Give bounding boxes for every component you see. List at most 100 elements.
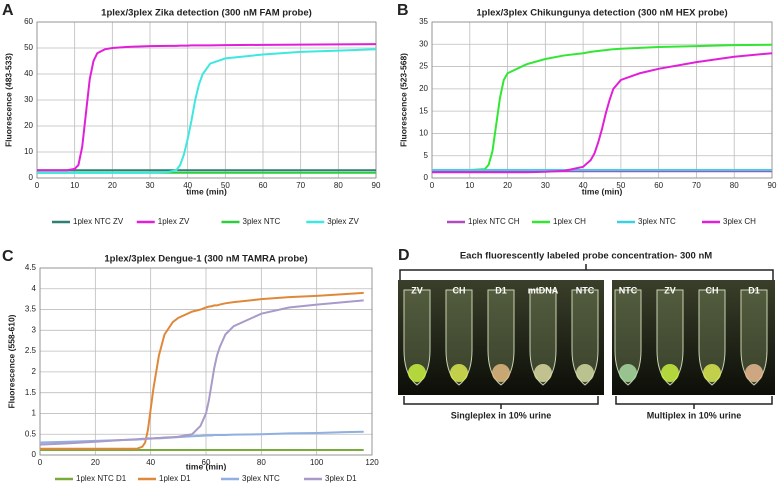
tube-label: NTC — [576, 285, 595, 295]
x-tick-label: 40 — [183, 181, 192, 190]
x-tick-label: 100 — [310, 458, 324, 467]
y-tick-label: 4.5 — [25, 263, 37, 272]
tube-liquid — [619, 364, 637, 382]
tube-label: CH — [706, 285, 719, 295]
tube — [740, 289, 768, 386]
x-tick-label: 20 — [91, 458, 100, 467]
x-tick-label: 30 — [146, 181, 155, 190]
tube-label: D1 — [495, 285, 507, 295]
tube-label: mtDNA — [528, 285, 559, 295]
x-tick-label: 60 — [259, 181, 268, 190]
x-tick-label: 20 — [108, 181, 117, 190]
legend-label: 1plex NTC CH — [468, 217, 520, 226]
y-tick-label: 15 — [419, 106, 428, 115]
y-tick-label: 0 — [424, 173, 429, 182]
legend-label: 3plex CH — [723, 217, 756, 226]
data-line — [39, 430, 364, 444]
x-axis-label: time (min) — [186, 461, 227, 471]
x-tick-label: 30 — [541, 181, 550, 190]
legend-label: 3plex NTC — [243, 217, 281, 226]
x-tick-label: 70 — [692, 181, 701, 190]
y-tick-label: 0 — [29, 173, 34, 182]
panel-label: A — [2, 2, 14, 19]
y-tick-label: 10 — [24, 147, 33, 156]
y-tick-label: 5 — [424, 151, 429, 160]
x-tick-label: 50 — [221, 181, 230, 190]
y-tick-label: 0 — [32, 450, 37, 459]
x-tick-label: 60 — [202, 458, 211, 467]
tube-label: ZV — [664, 285, 676, 295]
tube — [445, 289, 473, 386]
data-line — [432, 52, 773, 174]
x-tick-label: 90 — [768, 181, 777, 190]
plot-frame — [39, 267, 373, 456]
x-tick-label: 70 — [296, 181, 305, 190]
x-tick-label: 40 — [579, 181, 588, 190]
legend-label: 1plex NTC D1 — [76, 474, 127, 483]
plot-frame — [431, 21, 773, 179]
y-tick-label: 2 — [32, 367, 37, 376]
tube — [698, 289, 726, 386]
caption: Multiplex in 10% urine — [647, 410, 742, 420]
data-line — [39, 299, 364, 446]
tube — [487, 289, 515, 386]
y-tick-label: 3.5 — [25, 305, 37, 314]
y-tick-label: 50 — [24, 43, 33, 52]
x-tick-label: 90 — [372, 181, 381, 190]
panel-label: D — [398, 247, 410, 264]
tube-liquid — [576, 364, 594, 382]
left-bracket — [403, 396, 599, 409]
chart-title: 1plex/3plex Chikungunya detection (300 n… — [476, 8, 727, 19]
x-tick-label: 0 — [35, 181, 40, 190]
tube-liquid — [408, 364, 426, 382]
legend-label: 3plex NTC — [638, 217, 676, 226]
x-axis-label: time (min) — [186, 186, 227, 196]
data-line — [40, 291, 364, 450]
x-tick-label: 20 — [503, 181, 512, 190]
x-axis-label: time (min) — [582, 186, 623, 196]
y-tick-label: 30 — [24, 95, 33, 104]
y-tick-label: 10 — [419, 129, 428, 138]
plot-frame — [36, 21, 377, 179]
y-tick-label: 1.5 — [25, 388, 37, 397]
x-tick-label: 80 — [257, 458, 266, 467]
y-tick-label: 3 — [32, 325, 37, 334]
tube-label: ZV — [411, 285, 423, 295]
caption: Singleplex in 10% urine — [451, 410, 552, 420]
y-tick-label: 25 — [419, 62, 428, 71]
tube — [529, 289, 557, 386]
tube-liquid — [450, 364, 468, 382]
top-bracket — [399, 264, 774, 280]
legend-label: 1plex NTC ZV — [73, 217, 124, 226]
legend-label: 3plex NTC — [242, 474, 280, 483]
chart-title: 1plex/3plex Zika detection (300 nM FAM p… — [101, 8, 312, 19]
y-tick-label: 20 — [24, 121, 33, 130]
right-bracket — [615, 396, 773, 409]
tube-liquid — [492, 364, 510, 382]
y-tick-label: 0.5 — [25, 429, 37, 438]
legend-label: 3plex D1 — [325, 474, 357, 483]
tube-liquid — [534, 364, 552, 382]
legend-label: 3plex ZV — [327, 217, 359, 226]
x-tick-label: 60 — [654, 181, 663, 190]
tube — [614, 289, 642, 386]
tube-label: D1 — [748, 285, 760, 295]
tube — [571, 289, 599, 386]
y-tick-label: 35 — [419, 17, 428, 26]
tube — [403, 289, 431, 386]
y-axis-label: Fluorescence (523-568) — [398, 53, 408, 147]
legend-label: 1plex D1 — [159, 474, 191, 483]
y-axis-label: Fluorescence (558-610) — [6, 314, 16, 408]
tube-label: CH — [453, 285, 466, 295]
y-tick-label: 40 — [24, 69, 33, 78]
x-tick-label: 0 — [38, 458, 43, 467]
x-tick-label: 80 — [730, 181, 739, 190]
data-line — [37, 48, 377, 174]
x-tick-label: 80 — [334, 181, 343, 190]
tube-liquid — [661, 364, 679, 382]
y-tick-label: 30 — [419, 39, 428, 48]
x-tick-label: 40 — [146, 458, 155, 467]
x-tick-label: 0 — [430, 181, 435, 190]
tube-label: NTC — [619, 285, 638, 295]
